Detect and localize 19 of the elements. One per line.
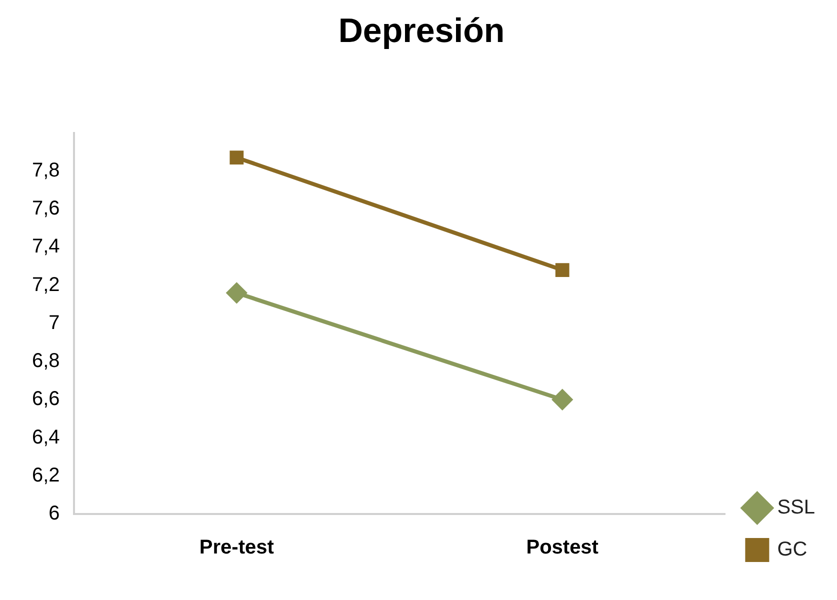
point bbox=[552, 390, 572, 410]
legend-label: SSL bbox=[777, 496, 816, 519]
y-tick-label: 6,8 bbox=[32, 350, 60, 372]
y-tick-label: 6,6 bbox=[32, 388, 60, 410]
x-tick-label: Pre-test bbox=[199, 536, 274, 559]
y-tick-label: 6 bbox=[48, 502, 60, 525]
legend-label: GC bbox=[777, 538, 808, 561]
y-tick-label: 6,2 bbox=[32, 464, 60, 486]
x-tick-label: Postest bbox=[526, 536, 599, 559]
y-tick-label: 7 bbox=[48, 312, 60, 334]
y-tick-label: 7,2 bbox=[32, 274, 60, 296]
point bbox=[555, 263, 570, 277]
y-tick-label: 7,4 bbox=[32, 236, 60, 258]
point bbox=[230, 150, 244, 165]
y-tick-label: 7,8 bbox=[32, 159, 60, 182]
y-tick-label: 7,6 bbox=[32, 198, 60, 220]
point bbox=[226, 282, 247, 303]
y-tick-label: 6,4 bbox=[32, 426, 60, 448]
chart-title: Depresión bbox=[338, 12, 505, 50]
